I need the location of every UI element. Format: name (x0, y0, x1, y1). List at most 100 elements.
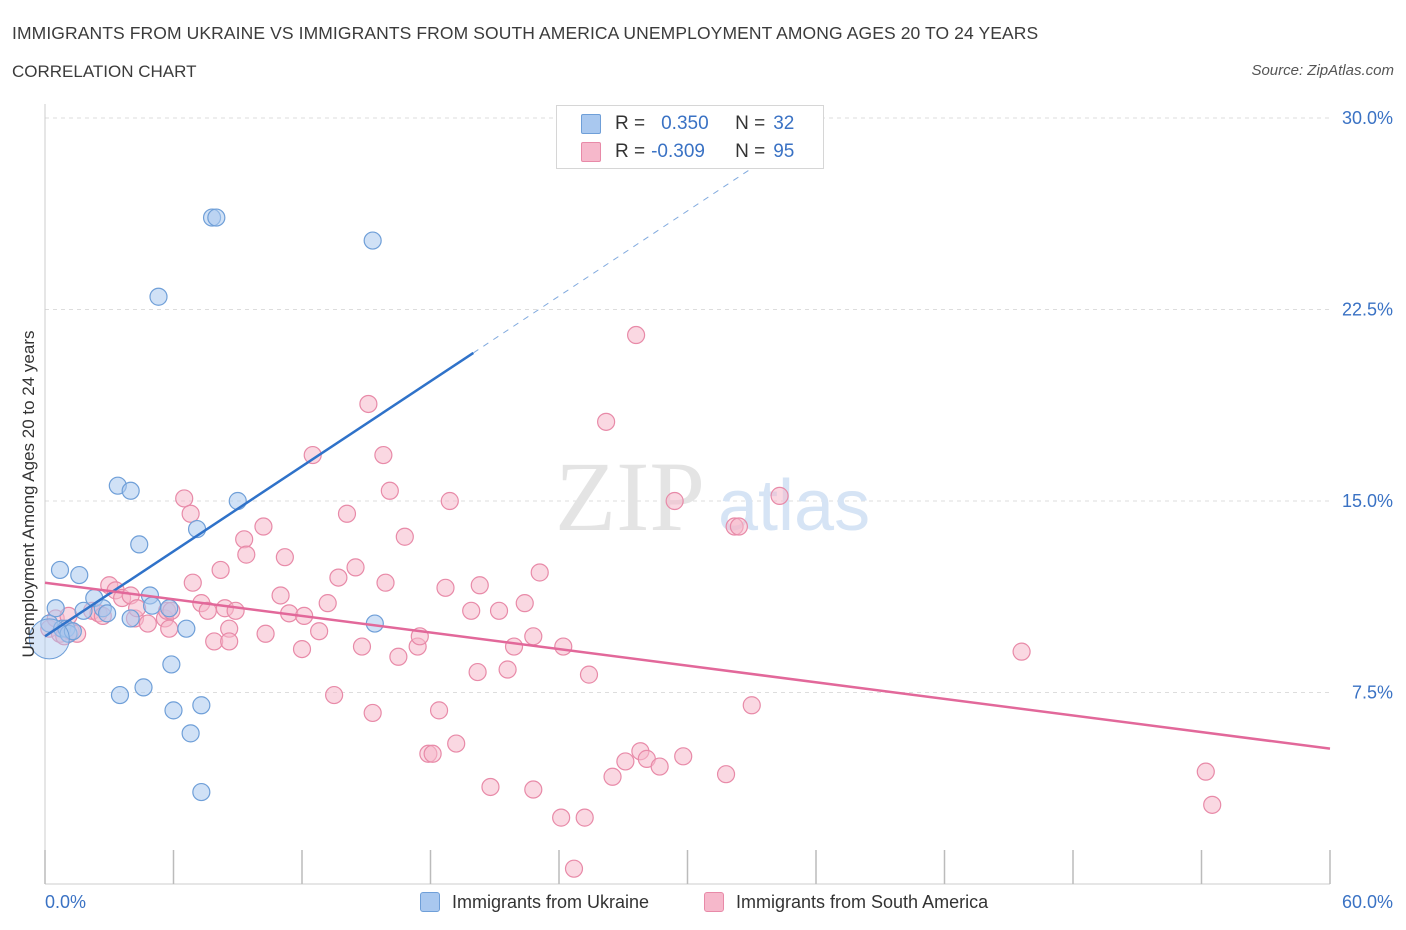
south-america-point (138, 614, 157, 633)
south-america-point (389, 647, 408, 666)
south-america-point (575, 808, 594, 827)
south-america-legend-label: Immigrants from South America (736, 891, 989, 912)
south-america-point (650, 757, 669, 776)
south-america-point (554, 637, 573, 656)
ukraine-points (28, 208, 384, 802)
ukraine-trendline-extension (473, 125, 817, 354)
ukraine-point (121, 481, 140, 500)
south-america-point (376, 573, 395, 592)
south-america-point (447, 734, 466, 753)
legend-item-south-america[interactable]: Immigrants from South America (704, 889, 988, 915)
south-america-point (504, 637, 524, 656)
ukraine-legend-swatch (420, 892, 440, 912)
south-america-point (380, 481, 399, 500)
south-america-point (226, 601, 245, 620)
south-america-point (1196, 762, 1215, 781)
south-america-point (524, 627, 543, 646)
ukraine-point (149, 287, 168, 306)
r-label: R = (615, 141, 646, 162)
south-america-point (515, 594, 534, 613)
south-america-point (275, 548, 294, 567)
south-america-point (271, 586, 290, 605)
n-value: 32 (773, 113, 795, 134)
chart-title: IMMIGRANTS FROM UKRAINE VS IMMIGRANTS FR… (12, 23, 1039, 43)
axis-layer: 7.5% 15.0% 22.5% 30.0% 0.0% 60.0% (44, 104, 1393, 912)
south-america-point (524, 780, 543, 799)
ukraine-point (164, 701, 183, 720)
n-label: N = (735, 141, 766, 162)
south-america-point (352, 637, 372, 656)
south-america-point (597, 412, 616, 431)
ukraine-trendline (44, 351, 475, 638)
ukraine-point (192, 696, 211, 715)
y-tick-label: 30.0% (1342, 108, 1393, 128)
south-america-point (325, 685, 344, 705)
south-america-point (237, 545, 256, 564)
stats-legend: R = 0.350 N = 32 R = -0.309 N = 95 (556, 105, 824, 169)
south-america-point (310, 622, 329, 641)
south-america-point (552, 808, 571, 827)
ukraine-swatch (581, 114, 601, 134)
south-america-point (564, 859, 584, 878)
trendlines (44, 125, 1331, 750)
south-america-point (716, 765, 736, 784)
south-america-point (359, 394, 378, 414)
ukraine-legend-label: Immigrants from Ukraine (452, 891, 650, 912)
south-america-point (337, 504, 357, 523)
south-america-point (440, 491, 459, 511)
x-tick-label: 0.0% (45, 892, 86, 912)
ukraine-point (70, 565, 89, 585)
south-america-point (346, 558, 365, 577)
south-america-point (181, 504, 200, 523)
south-america-point (374, 445, 393, 465)
south-america-point (470, 576, 489, 595)
r-label: R = (615, 113, 646, 134)
n-label: N = (735, 113, 766, 134)
south-america-legend-swatch (704, 892, 724, 912)
ukraine-point (207, 208, 226, 227)
south-america-point (729, 517, 749, 536)
south-america-point (616, 752, 635, 771)
ukraine-point (363, 231, 382, 250)
ukraine-point (130, 535, 149, 554)
south-america-point (183, 573, 202, 592)
south-america-point (579, 665, 599, 684)
ukraine-point (192, 782, 211, 802)
source-credit: Source: ZipAtlas.com (1251, 62, 1394, 79)
ukraine-point (46, 599, 65, 618)
south-america-points (40, 325, 1222, 878)
south-america-point (220, 632, 239, 651)
ukraine-point (160, 599, 179, 618)
n-value: 95 (773, 141, 795, 162)
ukraine-point (177, 619, 196, 638)
south-america-point (235, 530, 254, 549)
south-america-point (1203, 795, 1222, 814)
ukraine-point-cluster (28, 618, 70, 660)
south-america-point (530, 563, 549, 582)
south-america-point (329, 568, 348, 587)
south-america-trendline (44, 581, 1331, 750)
south-america-point (292, 639, 312, 659)
y-tick-label: 22.5% (1342, 300, 1393, 320)
south-america-point (436, 578, 455, 597)
south-america-point (498, 660, 517, 679)
south-america-point (665, 491, 684, 511)
south-america-point (211, 560, 230, 580)
chart-subtitle: CORRELATION CHART (12, 62, 197, 81)
y-axis-label: Unemployment Among Ages 20 to 24 years (19, 331, 38, 658)
south-america-point (1012, 642, 1031, 661)
y-tick-label: 15.0% (1342, 491, 1393, 511)
ukraine-point (98, 604, 117, 623)
south-america-point (481, 777, 500, 797)
south-america-point (770, 486, 789, 505)
south-america-point (423, 744, 442, 763)
y-tick-label: 7.5% (1352, 683, 1393, 703)
ukraine-point (142, 596, 162, 615)
ukraine-point (228, 491, 247, 511)
x-tick-label: 60.0% (1342, 892, 1393, 912)
legend-item-ukraine[interactable]: Immigrants from Ukraine (420, 889, 649, 915)
south-america-point (318, 594, 337, 613)
ukraine-point (134, 678, 153, 697)
ukraine-point (110, 685, 130, 705)
